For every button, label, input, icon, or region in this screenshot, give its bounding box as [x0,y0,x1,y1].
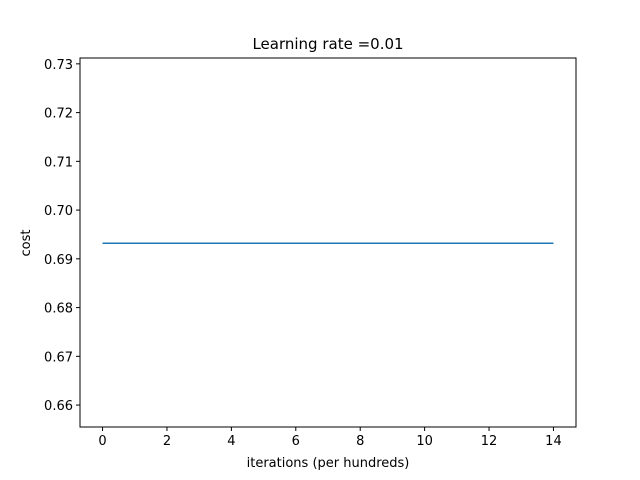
y-tick-label: 0.66 [44,399,73,414]
y-tick-label: 0.68 [44,302,73,317]
x-tick-label: 10 [416,434,433,449]
x-axis-label: iterations (per hundreds) [247,456,410,471]
x-tick-label: 14 [545,434,562,449]
x-tick-label: 4 [227,434,235,449]
y-tick-label: 0.72 [44,107,73,122]
chart-title: Learning rate =0.01 [252,35,403,53]
x-tick-label: 2 [163,434,171,449]
y-tick-label: 0.67 [44,350,73,365]
x-tick-label: 12 [481,434,498,449]
y-tick-label: 0.71 [44,155,73,170]
x-axis: 0 2 4 6 8 10 12 14 [98,427,562,449]
y-tick-label: 0.70 [44,204,73,219]
axes-frame [79,57,577,428]
x-tick-label: 6 [292,434,300,449]
y-axis: 0.66 0.67 0.68 0.69 0.70 0.71 0.72 0.73 [44,58,80,414]
y-tick-label: 0.69 [44,253,73,268]
x-tick-label: 8 [356,434,364,449]
x-tick-label: 0 [98,434,106,449]
y-tick-label: 0.73 [44,58,73,73]
y-axis-label: cost [19,230,34,257]
